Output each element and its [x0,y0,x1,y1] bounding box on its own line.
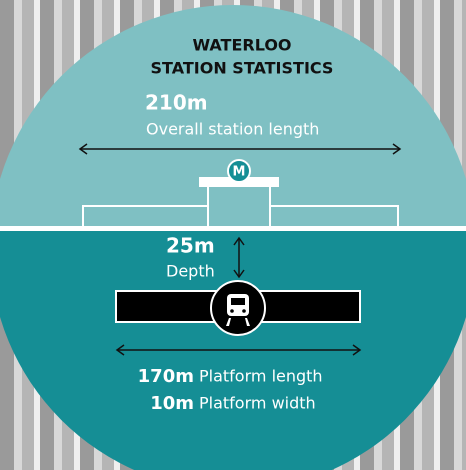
stat-value: 10m [150,393,194,414]
metro-logo-text: M [233,165,246,180]
infographic: WATERLOO STATION STATISTICS 210m Overall… [0,0,466,470]
stat-value: 170m [138,366,194,387]
stat-label: Depth [166,262,215,281]
stat-value: 210m [145,91,208,115]
stat-label: Platform width [199,394,316,413]
stat-label: Overall station length [146,120,319,139]
page: WATERLOO STATION STATISTICS 210m Overall… [0,0,466,470]
title-line: WATERLOO [192,36,291,55]
stat-label: Platform length [199,367,323,386]
title-line: STATION STATISTICS [151,59,334,78]
stat-value: 25m [166,234,215,258]
